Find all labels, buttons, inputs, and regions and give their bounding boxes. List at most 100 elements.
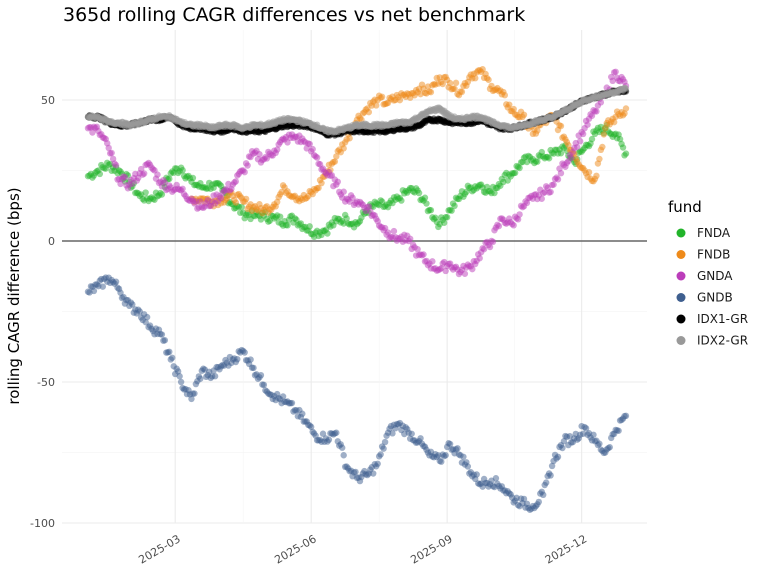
data-point-interp bbox=[142, 318, 149, 326]
data-point-interp bbox=[318, 179, 325, 187]
data-point-interp bbox=[306, 140, 313, 148]
data-point-interp bbox=[554, 176, 562, 183]
data-point-interp bbox=[234, 355, 241, 363]
data-point bbox=[622, 85, 630, 92]
data-point-interp bbox=[319, 430, 327, 437]
data-point bbox=[343, 215, 350, 222]
data-point bbox=[622, 150, 630, 157]
data-point-interp bbox=[440, 219, 448, 226]
data-point-interp bbox=[142, 189, 149, 196]
x-tick-label: 2025-09 bbox=[408, 532, 454, 566]
data-point-interp bbox=[143, 313, 151, 321]
data-point-interp bbox=[174, 368, 182, 375]
data-point-interp bbox=[352, 468, 359, 476]
data-point-interp bbox=[273, 146, 281, 153]
x-tick-label: 2025-03 bbox=[136, 532, 182, 566]
data-point-interp bbox=[349, 194, 356, 201]
data-point-interp bbox=[489, 238, 497, 246]
data-point-interp bbox=[276, 213, 284, 220]
data-point-interp bbox=[593, 108, 600, 115]
data-point-interp bbox=[380, 445, 387, 452]
data-point-interp bbox=[514, 216, 522, 223]
data-point-interp bbox=[554, 453, 562, 461]
data-point-interp bbox=[451, 202, 458, 210]
data-point-interp bbox=[299, 410, 306, 417]
data-point-interp bbox=[511, 169, 519, 177]
data-point-interp bbox=[588, 135, 596, 143]
data-point-interp bbox=[523, 199, 531, 207]
data-point bbox=[188, 395, 195, 403]
data-point-interp bbox=[279, 393, 287, 400]
data-point-interp bbox=[486, 243, 494, 251]
data-point-interp bbox=[414, 245, 421, 253]
data-point-interp bbox=[129, 301, 136, 308]
data-point-interp bbox=[191, 390, 198, 397]
data-point-interp bbox=[334, 178, 341, 185]
data-point-interp bbox=[331, 158, 339, 165]
data-point bbox=[622, 105, 630, 112]
data-point bbox=[540, 491, 547, 498]
data-point-interp bbox=[492, 475, 500, 482]
data-point-interp bbox=[538, 195, 545, 202]
data-point-interp bbox=[469, 265, 476, 273]
data-point-interp bbox=[534, 127, 541, 134]
data-point-interp bbox=[452, 79, 460, 87]
data-point-interp bbox=[473, 471, 480, 478]
data-point-interp bbox=[421, 194, 429, 201]
data-point bbox=[105, 144, 112, 152]
data-point-interp bbox=[396, 96, 404, 104]
data-point-interp bbox=[485, 76, 492, 83]
data-point-interp bbox=[244, 162, 251, 169]
data-point-interp bbox=[495, 222, 503, 230]
data-point-interp bbox=[247, 356, 254, 363]
chart-title: 365d rolling CAGR differences vs net ben… bbox=[63, 4, 525, 26]
data-point-interp bbox=[154, 171, 161, 178]
data-point-interp bbox=[373, 102, 380, 109]
data-point-interp bbox=[472, 74, 479, 82]
data-point-interp bbox=[189, 174, 197, 182]
data-point-interp bbox=[140, 170, 148, 177]
legend-label: FNDA bbox=[697, 226, 731, 240]
data-point-interp bbox=[510, 105, 517, 113]
data-point-interp bbox=[340, 188, 347, 195]
data-point-interp bbox=[90, 287, 98, 295]
data-point-interp bbox=[476, 254, 483, 262]
data-point-interp bbox=[438, 458, 445, 465]
data-point-interp bbox=[273, 198, 281, 206]
data-point-interp bbox=[461, 270, 469, 277]
series-fndb bbox=[188, 66, 630, 217]
data-point-interp bbox=[197, 375, 204, 382]
series-fnda bbox=[84, 121, 630, 241]
data-point-interp bbox=[557, 122, 565, 130]
data-point-interp bbox=[99, 283, 106, 290]
data-point bbox=[550, 181, 557, 188]
data-point-interp bbox=[365, 108, 373, 116]
data-point-interp bbox=[381, 438, 389, 446]
data-point-interp bbox=[548, 462, 556, 470]
data-point-interp bbox=[158, 191, 166, 198]
data-point-interp bbox=[263, 155, 271, 162]
data-point-interp bbox=[535, 498, 542, 506]
data-point-interp bbox=[451, 85, 458, 92]
data-point-interp bbox=[568, 154, 575, 161]
data-point-interp bbox=[448, 207, 455, 214]
data-point-interp bbox=[464, 463, 472, 470]
data-point bbox=[333, 153, 340, 160]
data-point-interp bbox=[166, 348, 173, 356]
data-point-interp bbox=[520, 495, 528, 503]
data-point-interp bbox=[491, 189, 498, 197]
data-point-interp bbox=[325, 436, 333, 443]
legend-swatch-gndb bbox=[676, 293, 686, 302]
y-tick-label: -100 bbox=[30, 517, 55, 530]
data-point-interp bbox=[557, 150, 565, 157]
data-point-interp bbox=[579, 130, 587, 138]
data-point-interp bbox=[192, 198, 200, 205]
data-point-interp bbox=[232, 178, 239, 185]
data-point-interp bbox=[458, 88, 466, 96]
data-point-interp bbox=[423, 200, 430, 207]
x-tick-label: 2025-12 bbox=[543, 532, 589, 566]
data-point-interp bbox=[557, 169, 565, 177]
data-point-interp bbox=[197, 198, 204, 205]
data-point-interp bbox=[408, 430, 415, 437]
data-point-interp bbox=[599, 143, 606, 151]
